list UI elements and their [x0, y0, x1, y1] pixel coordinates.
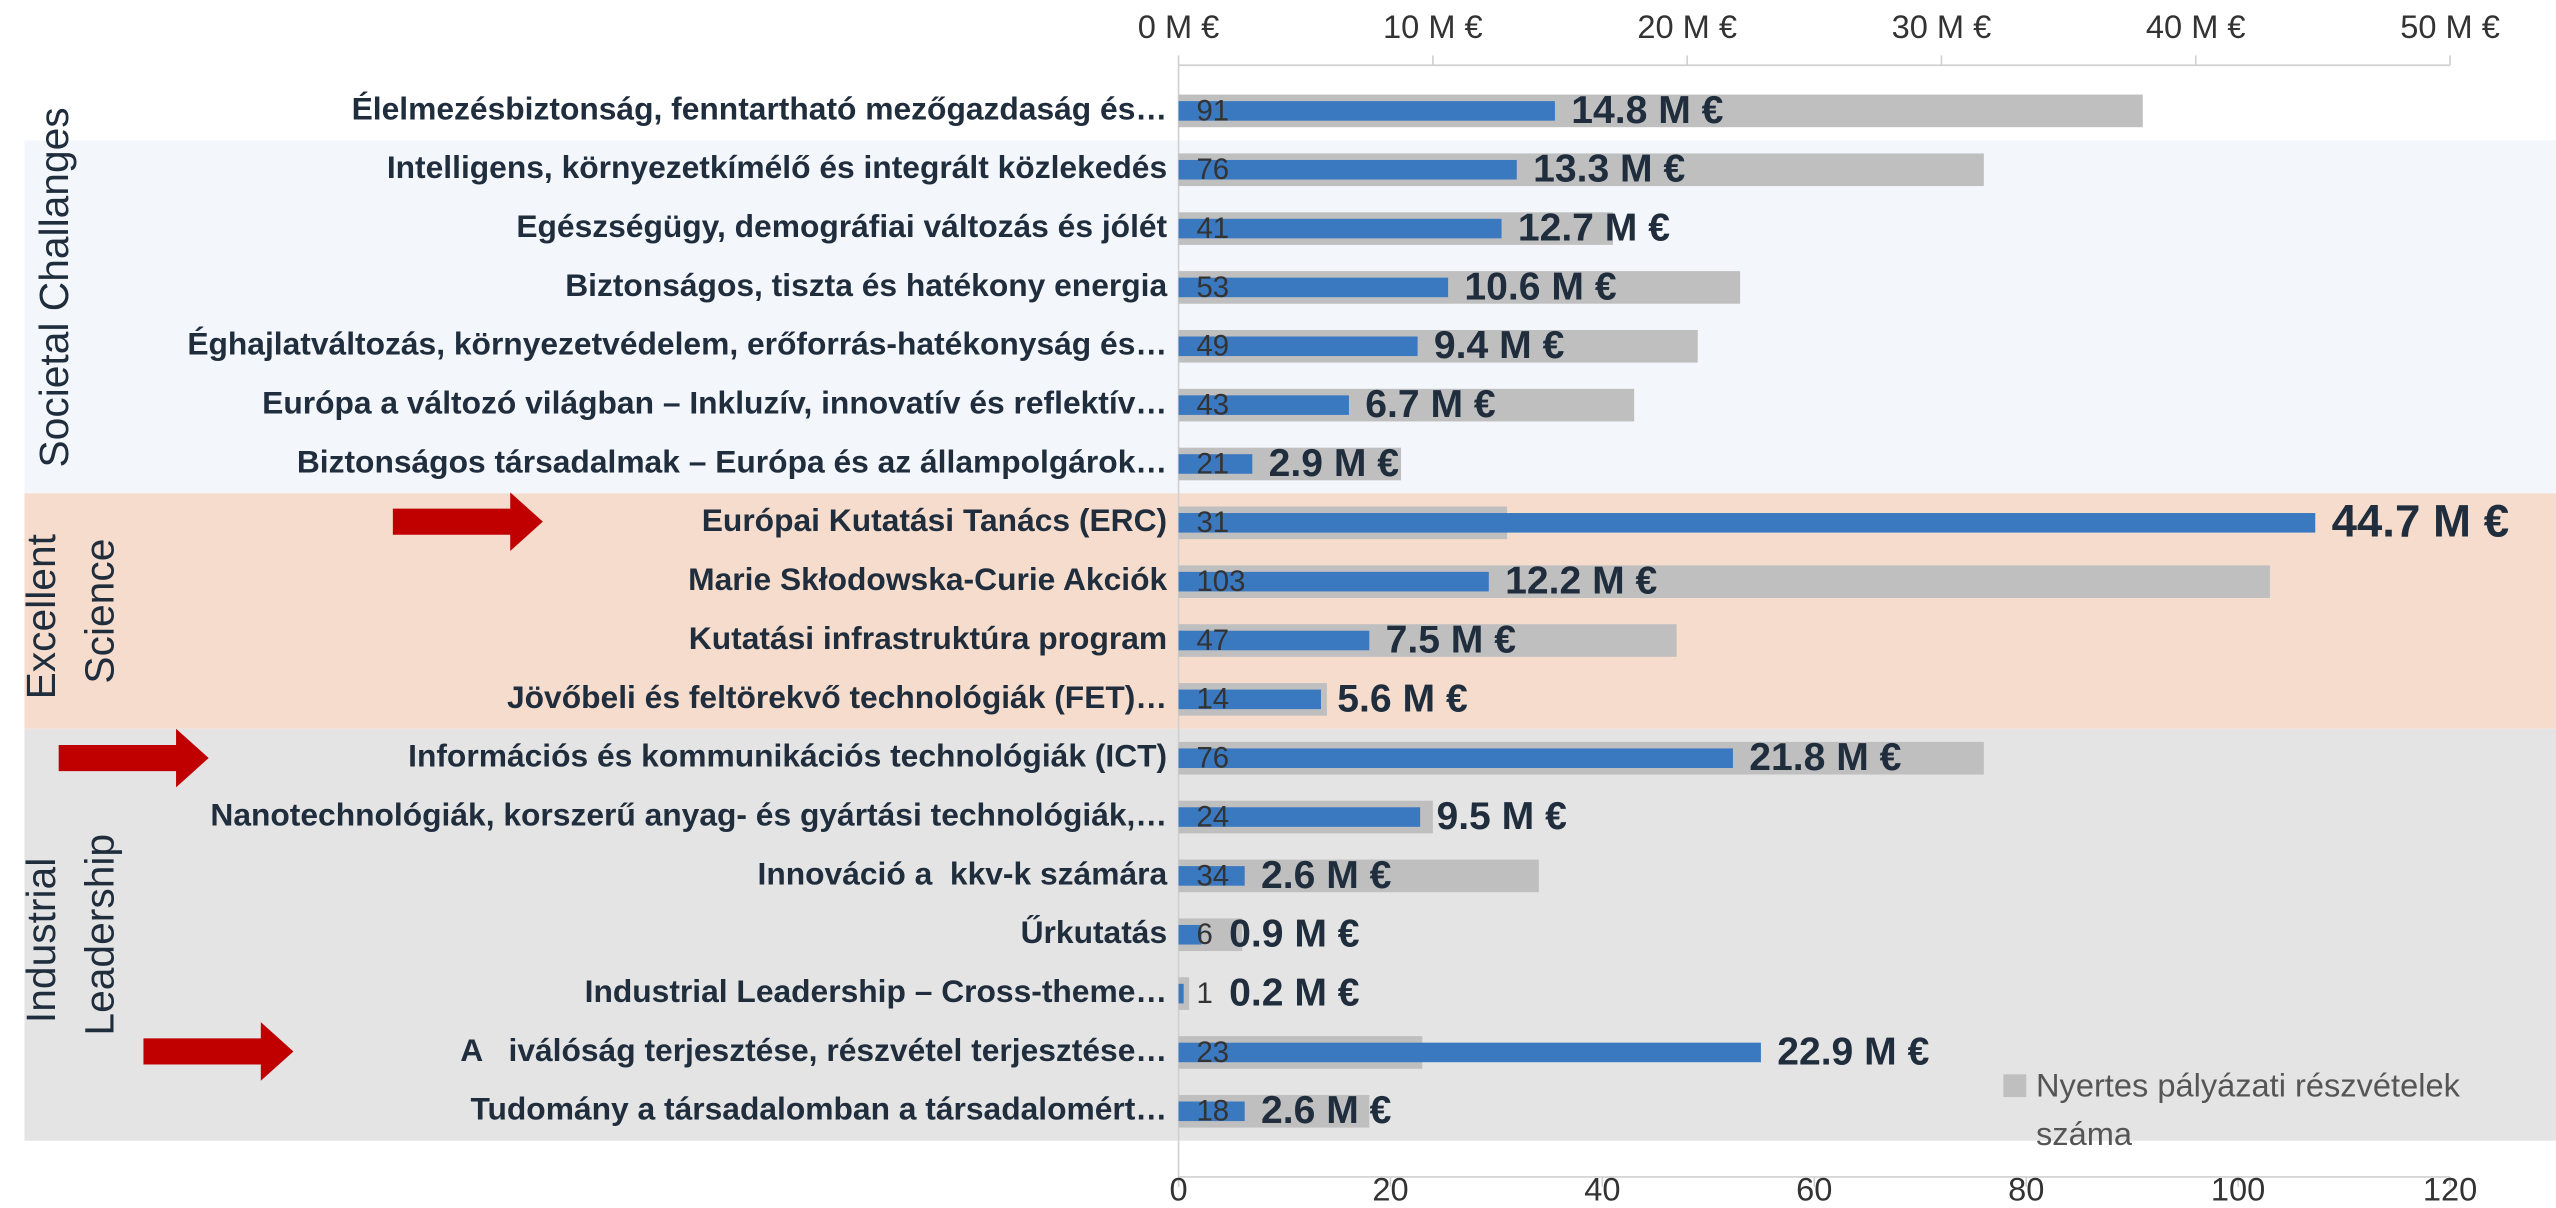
count-label: 24: [1196, 800, 1229, 833]
bar: [1178, 395, 1349, 415]
value-label: 12.7 M €: [1518, 207, 1670, 250]
count-label: 41: [1196, 212, 1229, 245]
category-label: Tudomány a társadalomban a társadalomért…: [470, 1091, 1167, 1127]
value-label: 2.6 M €: [1261, 854, 1392, 897]
count-label: 76: [1196, 153, 1229, 186]
x2-tick-label: 0: [1169, 1170, 1187, 1207]
arrow: [392, 492, 543, 552]
value-label: 2.9 M €: [1269, 442, 1400, 485]
x2-tick-label: 20: [1372, 1170, 1408, 1207]
category-label: Innováció a kkv-k számára: [758, 855, 1168, 891]
bar: [1178, 924, 1202, 945]
bar: [1178, 159, 1517, 180]
category-label: Információs és kommunikációs technológiá…: [408, 738, 1167, 774]
bar: [1178, 630, 1370, 651]
x2-tick-label: 40: [1584, 1170, 1620, 1207]
count-label: 53: [1196, 271, 1229, 304]
bar: [1178, 807, 1421, 827]
bar: [1178, 748, 1733, 768]
count-label: 21: [1196, 447, 1229, 480]
value-label: 9.4 M €: [1434, 324, 1565, 367]
x-tick-label: 10 M €: [1383, 8, 1483, 45]
value-label: 0.9 M €: [1229, 913, 1360, 956]
value-label: 10.6 M €: [1464, 265, 1616, 308]
legend-label: Nyertes pályázati részvételek száma: [2036, 1066, 2469, 1152]
value-label: 9.5 M €: [1436, 795, 1567, 838]
value-label: 0.2 M €: [1229, 972, 1360, 1015]
count-label: 76: [1196, 742, 1229, 775]
category-label: Egészségügy, demográfiai változás és jól…: [516, 208, 1167, 244]
bar: [1178, 218, 1502, 239]
category-label: Industrial Leadership – Cross-theme…: [585, 973, 1168, 1009]
count-label: 6: [1196, 918, 1212, 951]
bar: [1178, 983, 1184, 1004]
category-label: Európai Kutatási Tanács (ERC): [702, 502, 1167, 538]
group-band: [24, 728, 2556, 1141]
count-label: 1: [1196, 977, 1212, 1010]
value-label: 5.6 M €: [1337, 677, 1468, 720]
bar: [1178, 101, 1555, 121]
value-label: 6.7 M €: [1365, 383, 1496, 426]
category-label: Jövőbeli és feltörekvő technológiák (FET…: [507, 679, 1167, 715]
bar: [1178, 1101, 1245, 1122]
count-label: 49: [1196, 330, 1229, 363]
count-label: 43: [1196, 389, 1229, 422]
group-band: [24, 140, 2556, 494]
bar: [1178, 277, 1449, 298]
value-label: 22.9 M €: [1777, 1030, 1929, 1073]
x-tick-label: 30 M €: [1892, 8, 1992, 45]
category-label: Biztonságos társadalmak – Európa és az á…: [297, 443, 1167, 479]
bar: [1178, 977, 1190, 1010]
count-label: 34: [1196, 859, 1229, 892]
x2-tick-label: 60: [1796, 1170, 1832, 1207]
bar: [1178, 866, 1245, 886]
value-label: 14.8 M €: [1571, 89, 1723, 132]
count-label: 14: [1196, 683, 1229, 716]
count-label: 47: [1196, 624, 1229, 657]
bar: [1178, 571, 1489, 592]
bar: [1178, 1042, 1761, 1063]
group-label: Industrial Leadership: [18, 834, 123, 1036]
bar: [1178, 454, 1253, 474]
x-tick-label: 40 M €: [2146, 8, 2246, 45]
category-label: Űrkutatás: [1021, 914, 1168, 950]
group-label: Excellent Science: [18, 523, 123, 700]
legend-swatch: [2003, 1074, 2027, 1098]
x-tick-label: 20 M €: [1637, 8, 1737, 45]
category-label: Éghajlatváltozás, környezetvédelem, erőf…: [187, 326, 1167, 362]
count-label: 91: [1196, 94, 1229, 127]
category-label: Nanotechnológiák, korszerű anyag- és gyá…: [210, 796, 1167, 832]
x2-tick-label: 100: [2211, 1170, 2265, 1207]
count-label: 18: [1196, 1095, 1229, 1128]
bar: [1178, 689, 1321, 710]
category-label: Intelligens, környezetkímélő és integrál…: [387, 149, 1167, 185]
value-label: 7.5 M €: [1386, 618, 1517, 661]
count-label: 23: [1196, 1036, 1229, 1069]
arrow: [58, 728, 209, 788]
value-label: 21.8 M €: [1749, 736, 1901, 779]
count-label: 103: [1196, 565, 1245, 598]
x-tick-label: 50 M €: [2400, 8, 2500, 45]
category-label: Élelmezésbiztonság, fenntartható mezőgaz…: [352, 90, 1168, 126]
value-label: 44.7 M €: [2332, 496, 2510, 547]
x-tick-label: 0 M €: [1138, 8, 1220, 45]
x2-tick-label: 80: [2008, 1170, 2044, 1207]
category-label: Európa a változó világban – Inkluzív, in…: [262, 385, 1167, 421]
group-label: Societal Challanges: [31, 107, 77, 467]
value-label: 13.3 M €: [1533, 148, 1685, 191]
arrow: [143, 1022, 294, 1081]
value-label: 2.6 M €: [1261, 1089, 1392, 1132]
category-label: Kutatási infrastruktúra program: [689, 620, 1167, 656]
bar: [1178, 336, 1418, 357]
value-label: 12.2 M €: [1505, 560, 1657, 603]
x2-tick-label: 120: [2423, 1170, 2477, 1207]
category-label: Biztonságos, tiszta és hatékony energia: [565, 267, 1167, 303]
count-label: 31: [1196, 506, 1229, 539]
category-label: A iválóság terjesztése, részvétel terjes…: [460, 1032, 1167, 1068]
bar: [1178, 513, 2316, 533]
category-label: Marie Skłodowska-Curie Akciók: [688, 561, 1167, 597]
